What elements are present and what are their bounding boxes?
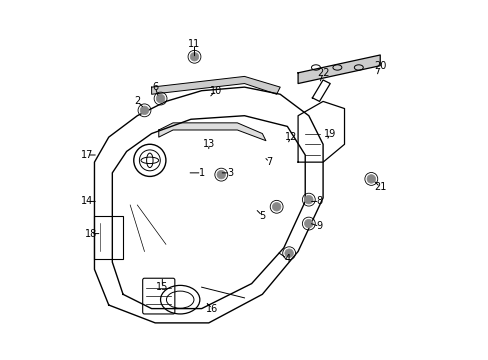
- Text: 4: 4: [284, 253, 290, 264]
- Text: 17: 17: [81, 150, 93, 160]
- Text: 19: 19: [324, 129, 336, 139]
- Circle shape: [366, 175, 375, 183]
- Circle shape: [140, 106, 148, 114]
- Text: 18: 18: [84, 229, 97, 239]
- Text: 7: 7: [266, 157, 272, 167]
- Text: 1: 1: [198, 168, 204, 178]
- Text: 15: 15: [156, 282, 168, 292]
- Text: 8: 8: [316, 197, 322, 206]
- Text: 21: 21: [373, 182, 386, 192]
- Text: 22: 22: [316, 68, 328, 78]
- Circle shape: [190, 53, 198, 61]
- Text: 13: 13: [202, 139, 214, 149]
- Text: 9: 9: [316, 221, 322, 231]
- Polygon shape: [298, 55, 380, 84]
- Circle shape: [272, 203, 281, 211]
- Circle shape: [217, 170, 225, 179]
- Text: 14: 14: [81, 197, 93, 206]
- Text: 11: 11: [188, 39, 200, 49]
- Bar: [94, 216, 123, 258]
- Circle shape: [304, 195, 312, 204]
- Polygon shape: [151, 76, 280, 94]
- Circle shape: [156, 94, 164, 103]
- Text: 3: 3: [227, 168, 233, 178]
- Text: 12: 12: [284, 132, 297, 142]
- Text: 6: 6: [152, 82, 158, 92]
- Text: 2: 2: [134, 96, 140, 107]
- Text: 10: 10: [209, 86, 222, 96]
- Circle shape: [285, 249, 293, 257]
- Text: 16: 16: [206, 303, 218, 314]
- Text: 5: 5: [259, 211, 265, 221]
- Circle shape: [304, 219, 312, 228]
- Text: 20: 20: [373, 61, 386, 71]
- Polygon shape: [159, 123, 265, 141]
